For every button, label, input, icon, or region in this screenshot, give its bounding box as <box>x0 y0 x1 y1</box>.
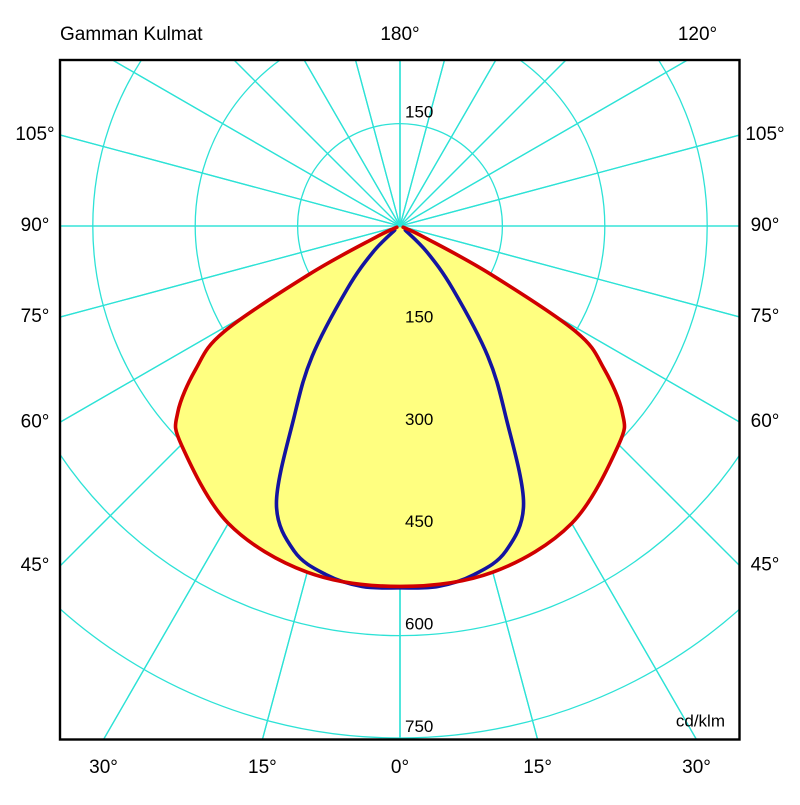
svg-text:0°: 0° <box>391 757 409 778</box>
svg-text:Gamman Kulmat: Gamman Kulmat <box>60 24 203 45</box>
svg-text:15°: 15° <box>248 757 277 778</box>
svg-text:60°: 60° <box>21 411 50 432</box>
svg-text:75°: 75° <box>751 306 780 327</box>
svg-text:105°: 105° <box>15 124 54 145</box>
svg-text:300: 300 <box>405 410 433 429</box>
svg-text:30°: 30° <box>89 757 118 778</box>
svg-text:90°: 90° <box>751 215 780 236</box>
svg-text:750: 750 <box>405 717 433 736</box>
svg-text:105°: 105° <box>745 124 784 145</box>
svg-text:45°: 45° <box>21 555 50 576</box>
svg-text:cd/klm: cd/klm <box>676 711 725 730</box>
svg-text:15°: 15° <box>523 757 552 778</box>
svg-text:600: 600 <box>405 615 433 634</box>
svg-text:45°: 45° <box>751 555 780 576</box>
svg-text:120°: 120° <box>678 24 717 45</box>
svg-text:180°: 180° <box>380 24 419 45</box>
svg-text:150: 150 <box>405 307 433 326</box>
svg-text:450: 450 <box>405 512 433 531</box>
svg-text:30°: 30° <box>682 757 711 778</box>
svg-text:150: 150 <box>405 103 433 122</box>
svg-text:90°: 90° <box>21 215 50 236</box>
svg-text:60°: 60° <box>751 411 780 432</box>
svg-text:75°: 75° <box>21 306 50 327</box>
